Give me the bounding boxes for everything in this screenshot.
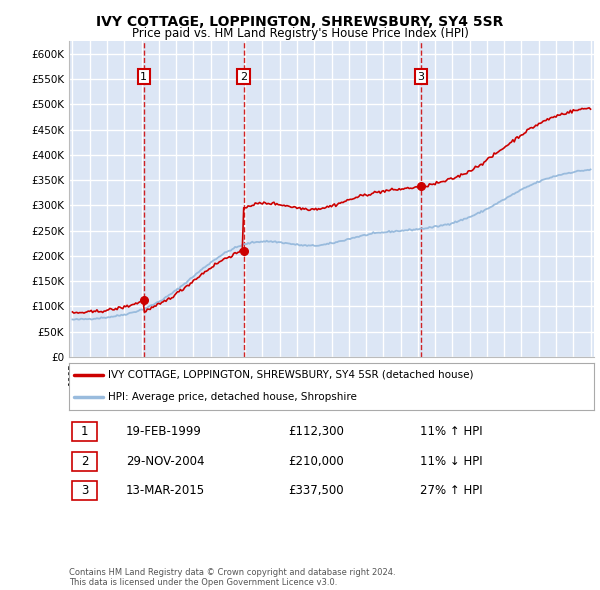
Text: 2: 2: [240, 71, 247, 81]
Text: Contains HM Land Registry data © Crown copyright and database right 2024.
This d: Contains HM Land Registry data © Crown c…: [69, 568, 395, 587]
Text: £210,000: £210,000: [288, 455, 344, 468]
Text: 19-FEB-1999: 19-FEB-1999: [126, 425, 202, 438]
Text: 2: 2: [81, 455, 88, 468]
Text: 1: 1: [140, 71, 147, 81]
Text: £112,300: £112,300: [288, 425, 344, 438]
Text: 1: 1: [81, 425, 88, 438]
Text: Price paid vs. HM Land Registry's House Price Index (HPI): Price paid vs. HM Land Registry's House …: [131, 27, 469, 40]
Text: 11% ↓ HPI: 11% ↓ HPI: [420, 455, 482, 468]
Text: 11% ↑ HPI: 11% ↑ HPI: [420, 425, 482, 438]
Text: HPI: Average price, detached house, Shropshire: HPI: Average price, detached house, Shro…: [109, 392, 357, 402]
Text: IVY COTTAGE, LOPPINGTON, SHREWSBURY, SY4 5SR (detached house): IVY COTTAGE, LOPPINGTON, SHREWSBURY, SY4…: [109, 370, 474, 379]
Text: IVY COTTAGE, LOPPINGTON, SHREWSBURY, SY4 5SR: IVY COTTAGE, LOPPINGTON, SHREWSBURY, SY4…: [97, 15, 503, 29]
Text: 13-MAR-2015: 13-MAR-2015: [126, 484, 205, 497]
Text: 3: 3: [81, 484, 88, 497]
Text: 29-NOV-2004: 29-NOV-2004: [126, 455, 205, 468]
Text: £337,500: £337,500: [288, 484, 344, 497]
Text: 3: 3: [418, 71, 425, 81]
Text: 27% ↑ HPI: 27% ↑ HPI: [420, 484, 482, 497]
